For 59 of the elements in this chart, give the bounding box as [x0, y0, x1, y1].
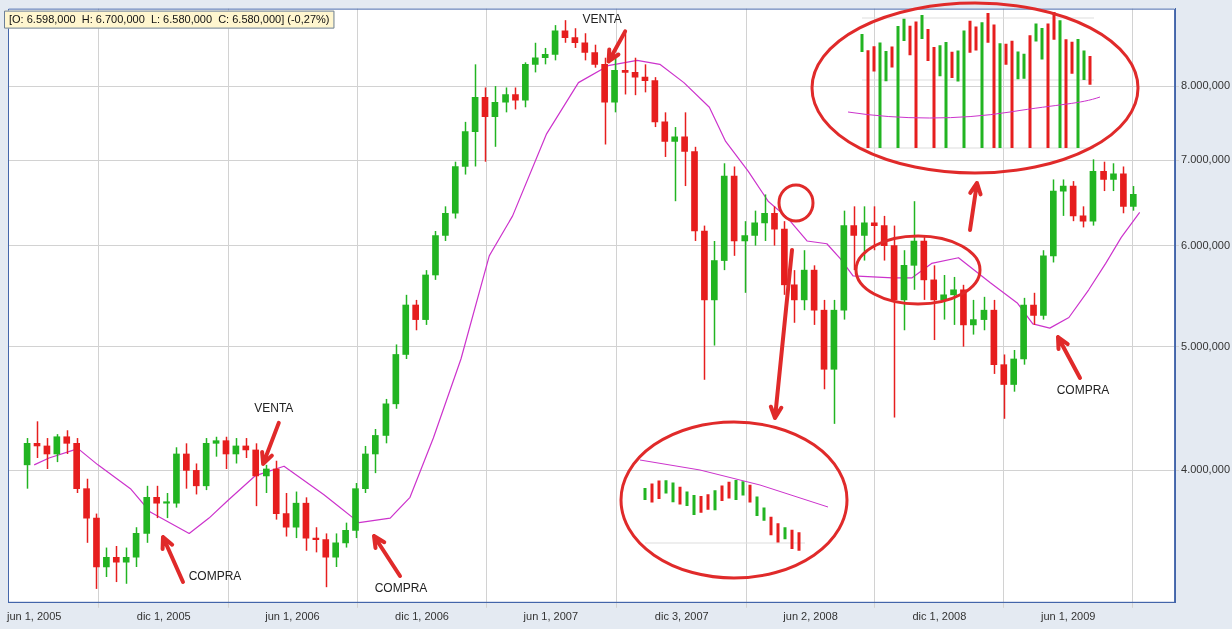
candlestick: [1010, 349, 1018, 393]
candlestick: [1040, 249, 1047, 321]
candlestick: [461, 121, 469, 176]
x-tick-label: dic 1, 2006: [395, 610, 449, 623]
candlestick: [1110, 162, 1117, 192]
candlestick: [451, 160, 459, 220]
x-tick-label: jun 1, 2005: [5, 610, 62, 623]
candlestick: [153, 485, 160, 519]
x-tick-label: dic 1, 2005: [136, 610, 191, 623]
x-tick-label: jun 1, 2007: [522, 610, 579, 623]
x-tick-label: jun 2, 2008: [782, 610, 838, 623]
candlestick: [720, 162, 728, 271]
candlestick: [402, 294, 410, 360]
candlestick: [611, 56, 618, 114]
x-tick-label: dic 3, 2007: [654, 610, 709, 623]
candlestick: [790, 269, 798, 324]
annotation: COMPRA: [374, 581, 428, 596]
candlestick: [1120, 165, 1127, 215]
candlestick: [352, 482, 359, 539]
candlestick: [711, 240, 718, 347]
candlestick: [73, 437, 80, 494]
annotation: VENTA: [582, 11, 622, 26]
candlestick: [432, 230, 439, 281]
y-tick-label: 5.000,000: [1181, 339, 1230, 352]
candlestick: [950, 276, 957, 326]
candlestick: [502, 86, 509, 114]
y-tick-label: 6.000,000: [1181, 238, 1230, 251]
candlestick: [143, 485, 151, 544]
annotation: COMPRA: [1056, 383, 1110, 398]
annotation: COMPRA: [188, 569, 242, 584]
candlestick: [442, 205, 449, 242]
candlestick: [322, 532, 330, 588]
candlestick: [272, 459, 280, 521]
y-tick-label: 4.000,000: [1181, 463, 1230, 476]
candlestick: [771, 205, 778, 247]
annotation: [O: 6.598,000 H: 6.700,000 L: 6.580,000 C: 6.580,000] (-0,27%): [9, 13, 330, 26]
candlestick: [531, 42, 539, 74]
candlestick: [581, 32, 589, 62]
candlestick: [850, 205, 858, 271]
candlestick: [1129, 185, 1137, 212]
candlestick: [970, 299, 977, 336]
candlestick: [691, 146, 698, 242]
y-tick-label: 8.000,000: [1181, 79, 1230, 92]
x-tick-label: jun 1, 2006: [264, 610, 320, 623]
candlestick: [63, 429, 71, 455]
candlestick: [163, 492, 170, 519]
candlestick: [192, 462, 200, 496]
candlestick: [591, 43, 599, 69]
annotation: VENTA: [254, 401, 294, 416]
candlestick: [212, 436, 220, 458]
y-tick-label: 7.000,000: [1181, 153, 1230, 166]
candlestick: [332, 532, 340, 568]
candlestick: [601, 56, 608, 146]
candlestick: [1100, 160, 1107, 192]
candlestick: [173, 446, 180, 509]
x-tick-label: dic 1, 2008: [912, 610, 967, 623]
candlestick: [83, 477, 90, 544]
x-tick-label: jun 1, 2009: [1039, 610, 1096, 623]
candlestick: [1000, 353, 1008, 420]
